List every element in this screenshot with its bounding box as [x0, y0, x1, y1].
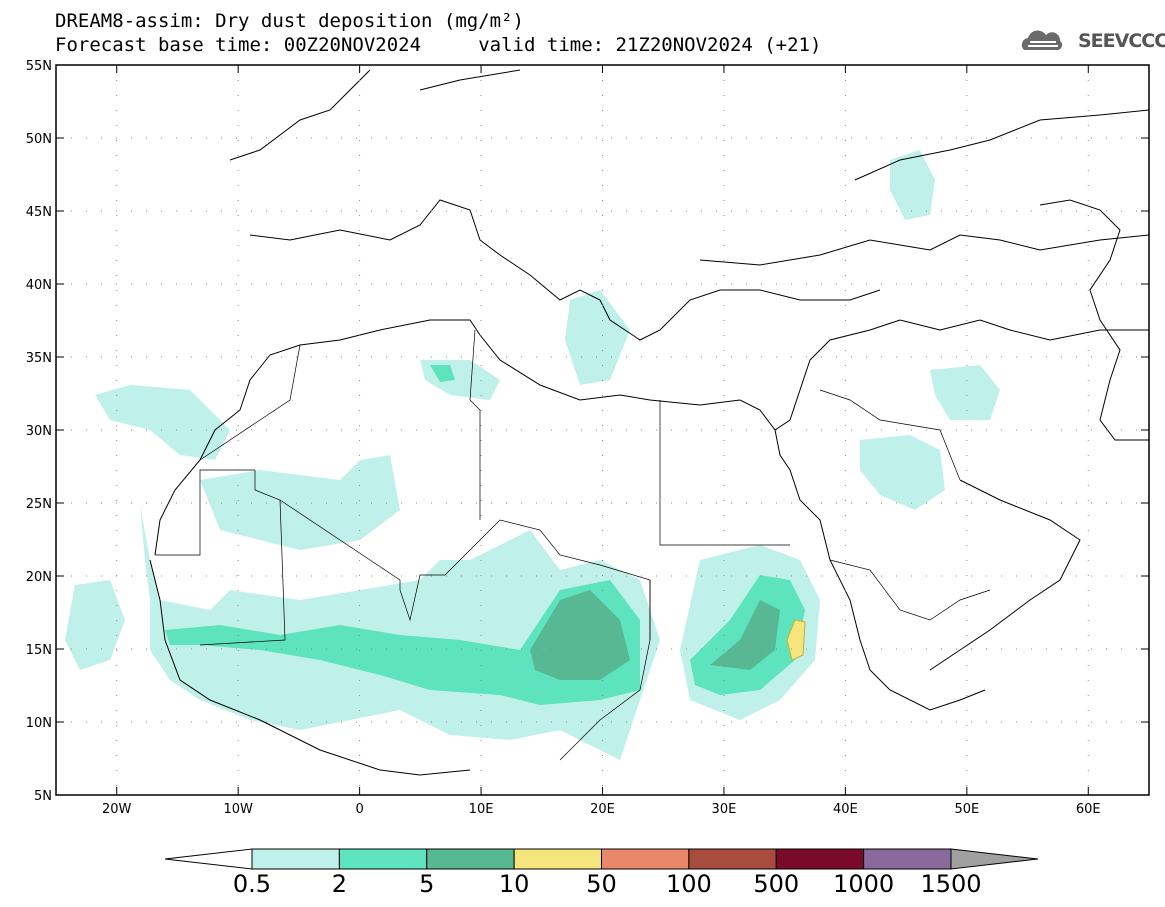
colorbar-label: 500 — [753, 870, 799, 898]
colorbar-cell — [601, 848, 690, 870]
dust-area-mediterranean — [565, 290, 630, 385]
colorbar-label: 1500 — [920, 870, 981, 898]
lon-label: 60E — [1076, 802, 1101, 817]
lat-label: 15N — [26, 643, 52, 658]
dust-area-arabia — [860, 435, 945, 510]
dust-band-sahel — [165, 580, 640, 705]
lat-label: 25N — [26, 497, 52, 512]
dust-core-chad — [530, 590, 630, 680]
colorbar-cell — [338, 848, 428, 870]
dust-area-atlantic-south — [65, 580, 125, 670]
colorbar-label: 10 — [499, 870, 530, 898]
lon-label: 10W — [223, 802, 253, 817]
lat-label: 45N — [26, 205, 52, 220]
colorbar-label: 2 — [332, 870, 347, 898]
lon-label: 10E — [469, 802, 494, 817]
dust-shading — [65, 150, 1000, 760]
lon-label: 50E — [954, 802, 979, 817]
colorbar-cell — [426, 848, 515, 870]
cloud-icon — [1021, 30, 1063, 50]
chart-title: DREAM8-assim: Dry dust deposition (mg/m²… — [55, 10, 524, 32]
latitude-axis: 55N 50N 45N 40N 35N 30N 25N 20N 15N 10N 5N — [26, 59, 52, 804]
lat-label: 30N — [26, 424, 52, 439]
dust-peak-ethiopia — [786, 619, 806, 661]
colorbar-label: 100 — [666, 870, 712, 898]
colorbar-cells — [251, 848, 952, 870]
dust-area-iran — [930, 365, 1000, 420]
lon-label: 0 — [355, 802, 363, 817]
colorbar-label: 0.5 — [233, 870, 271, 898]
dust-spot-tunisia — [430, 365, 455, 382]
colorbar-cell — [863, 848, 952, 870]
colorbar-cell — [513, 848, 602, 870]
dust-area-sahara — [200, 455, 400, 550]
lat-label: 5N — [34, 789, 52, 804]
lon-label: 40E — [833, 802, 858, 817]
lat-label: 20N — [26, 570, 52, 585]
colorbar-cell — [775, 848, 865, 870]
lon-label: 20E — [590, 802, 615, 817]
longitude-axis: 20W 10W 0 10E 20E 30E 40E 50E 60E — [102, 802, 1101, 817]
colorbar-labels: 0.5 2 5 10 50 100 500 1000 1500 — [233, 870, 982, 898]
latitude-ticks — [56, 64, 1149, 796]
lat-label: 10N — [26, 716, 52, 731]
country-borders — [155, 329, 991, 761]
colorbar-label: 50 — [586, 870, 617, 898]
logo-text: SEEVCCC — [1078, 30, 1165, 52]
coastlines — [149, 69, 1150, 776]
lon-label: 30E — [712, 802, 737, 817]
colorbar-under-arrow — [164, 848, 253, 870]
colorbar-cell — [688, 848, 777, 870]
lon-label: 20W — [102, 802, 132, 817]
chart-subtitle: Forecast base time: 00Z20NOV2024 valid t… — [55, 34, 822, 56]
lat-label: 40N — [26, 278, 52, 293]
colorbar-label: 5 — [419, 870, 434, 898]
colorbar-label: 1000 — [833, 870, 894, 898]
longitude-ticks — [116, 65, 1089, 795]
dust-area-caspian — [890, 150, 935, 220]
colorbar: 0.5 2 5 10 50 100 500 1000 1500 — [164, 848, 1039, 898]
lat-label: 55N — [26, 59, 52, 74]
lat-label: 50N — [26, 132, 52, 147]
lat-label: 35N — [26, 351, 52, 366]
colorbar-over-arrow — [950, 848, 1039, 870]
dust-core-sudan — [710, 600, 780, 670]
colorbar-cell — [251, 848, 340, 870]
dust-area-atlantic — [95, 385, 230, 460]
